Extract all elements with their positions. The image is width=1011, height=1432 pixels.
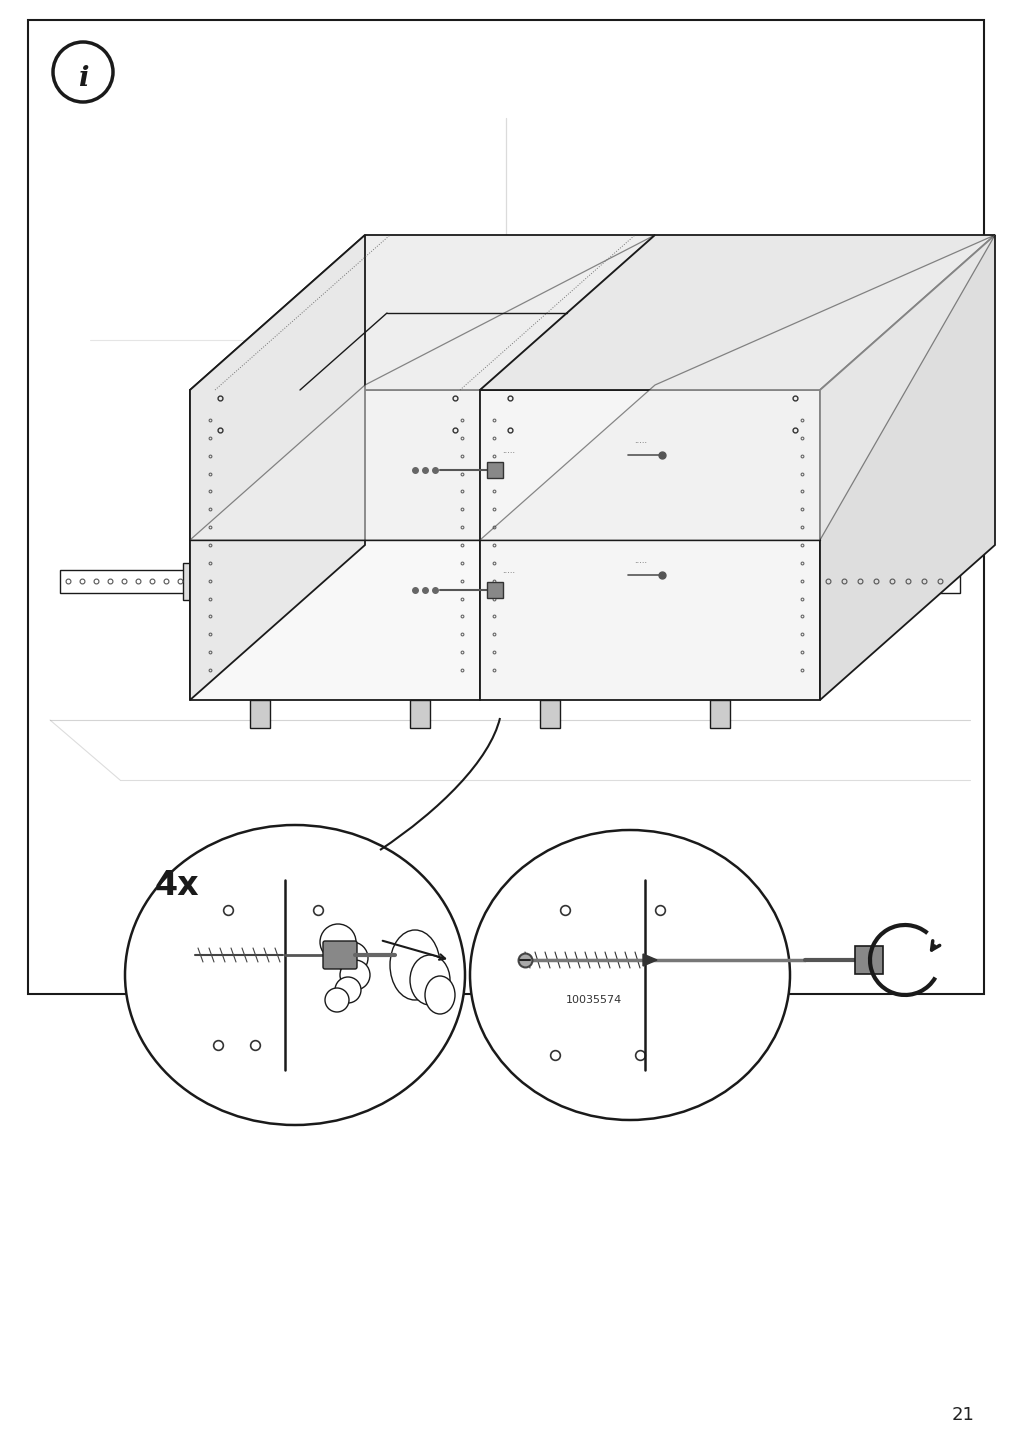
Circle shape: [340, 959, 370, 990]
Ellipse shape: [409, 955, 450, 1005]
Polygon shape: [819, 570, 959, 593]
Polygon shape: [479, 235, 994, 540]
Circle shape: [53, 42, 113, 102]
Polygon shape: [479, 235, 994, 390]
Polygon shape: [190, 235, 365, 700]
FancyBboxPatch shape: [323, 941, 357, 969]
Circle shape: [325, 988, 349, 1012]
Polygon shape: [819, 563, 829, 600]
Polygon shape: [60, 570, 190, 593]
Text: .....: .....: [633, 435, 646, 444]
Text: .....: .....: [633, 556, 646, 564]
Polygon shape: [190, 235, 654, 540]
FancyBboxPatch shape: [409, 700, 430, 727]
Polygon shape: [642, 954, 656, 967]
Circle shape: [336, 942, 368, 974]
Text: 4x: 4x: [155, 868, 199, 902]
Ellipse shape: [125, 825, 464, 1126]
FancyBboxPatch shape: [486, 463, 502, 478]
Text: .....: .....: [501, 445, 515, 454]
Ellipse shape: [389, 929, 440, 1000]
Polygon shape: [819, 235, 994, 700]
Circle shape: [319, 924, 356, 959]
Circle shape: [335, 977, 361, 1002]
FancyBboxPatch shape: [486, 581, 502, 599]
Text: i: i: [78, 64, 88, 92]
Bar: [28, 20, 983, 994]
Polygon shape: [190, 235, 654, 390]
FancyBboxPatch shape: [710, 700, 729, 727]
Text: 10035574: 10035574: [565, 995, 622, 1005]
Polygon shape: [183, 563, 193, 600]
FancyBboxPatch shape: [540, 700, 559, 727]
FancyBboxPatch shape: [854, 947, 883, 974]
Text: 21: 21: [951, 1406, 974, 1423]
Text: .....: .....: [501, 566, 515, 574]
Ellipse shape: [425, 977, 455, 1014]
FancyBboxPatch shape: [250, 700, 270, 727]
Polygon shape: [479, 390, 819, 700]
Ellipse shape: [469, 831, 790, 1120]
Polygon shape: [190, 390, 479, 700]
